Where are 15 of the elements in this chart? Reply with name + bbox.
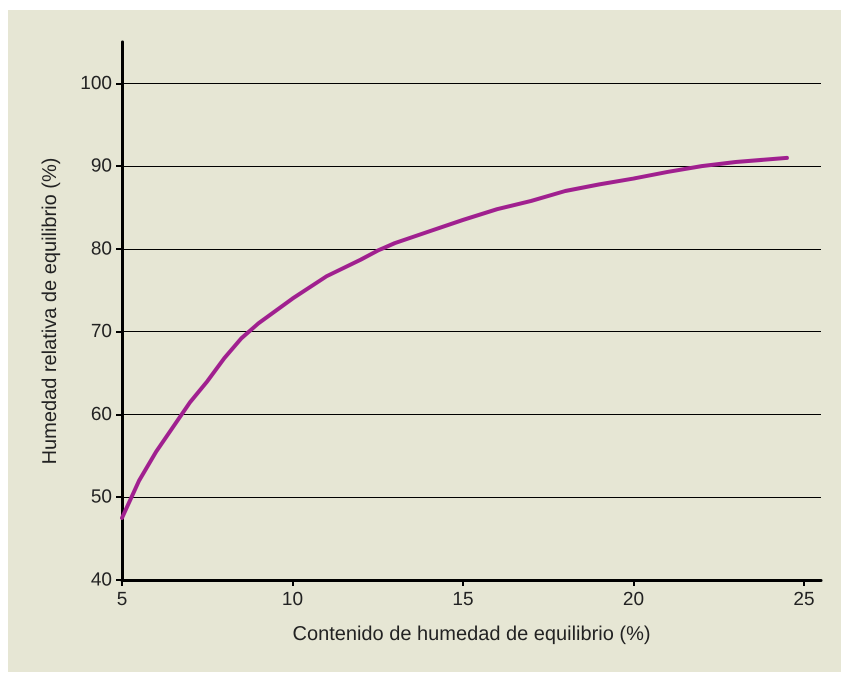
x-tick-label: 10	[282, 589, 304, 610]
y-tick-label: 80	[90, 238, 112, 260]
y-axis-title: Humedad relativa de equilibrio (%)	[39, 158, 61, 464]
y-tick-label: 50	[90, 486, 112, 508]
x-tick-label: 15	[452, 589, 474, 610]
y-tick-label: 90	[90, 156, 112, 177]
x-tick-label: 5	[116, 589, 128, 610]
y-tick-label: 40	[90, 570, 112, 590]
y-tick-label: 60	[90, 404, 112, 425]
y-tick-label: 70	[90, 321, 112, 342]
x-tick-label: 20	[622, 589, 644, 610]
x-axis-title: Contenido de humedad de equilibrio (%)	[292, 623, 651, 645]
y-tick-label: 100	[80, 72, 112, 94]
x-tick-label: 25	[793, 589, 815, 610]
line-series	[120, 156, 789, 520]
